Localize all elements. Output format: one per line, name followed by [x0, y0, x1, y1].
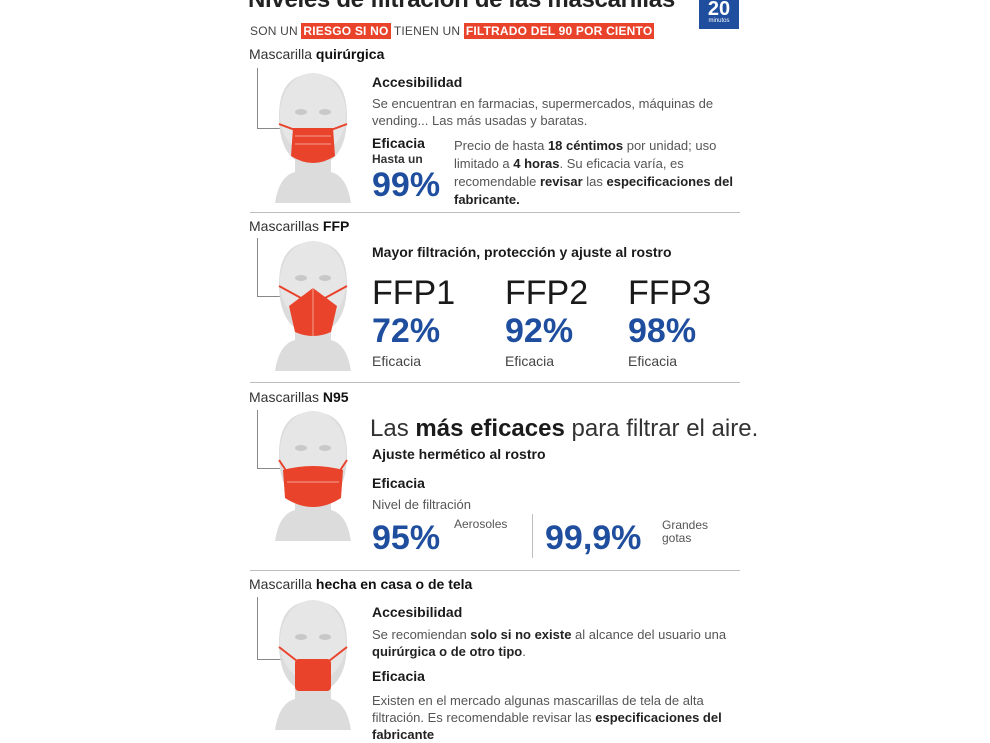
casera-eficacia-text: Existen en el mercado algunas mascarilla…: [372, 693, 722, 742]
head-n95-mask-icon: [275, 411, 351, 541]
section-label-casera: Mascarilla hecha en casa o de tela: [249, 576, 473, 592]
n95-aerosoles-label: Aerosoles: [454, 517, 508, 531]
infographic-title: Niveles de filtración de las mascarillas: [248, 0, 675, 14]
casera-accesibilidad-text: Se recomiendan solo si no existe al alca…: [372, 627, 727, 659]
divider: [250, 382, 740, 383]
ffp3-caption: Eficacia: [628, 353, 678, 369]
ffp-heading: Mayor filtración, protección y ajuste al…: [372, 244, 672, 260]
section-bracket: [257, 68, 282, 129]
n95-aerosoles-value: 95%: [372, 519, 441, 557]
n95-level-label: Nivel de filtración: [372, 497, 471, 512]
eficacia-heading: Eficacia: [372, 135, 425, 151]
eficacia-value: 99%: [372, 166, 441, 204]
n95-tagline: Las más eficaces para filtrar el aire.: [370, 415, 759, 442]
ffp2-name: FFP2: [505, 274, 589, 312]
accesibilidad-heading: Accesibilidad: [372, 74, 463, 90]
section-bracket: [257, 238, 282, 297]
casera-accesibilidad-heading: Accesibilidad: [372, 604, 463, 620]
n95-eficacia-heading: Eficacia: [372, 475, 425, 491]
n95-gotas-label: Grandes gotas: [662, 518, 709, 545]
divider: [532, 514, 533, 558]
ffp1-name: FFP1: [372, 274, 456, 312]
section-label-n95: Mascarillas N95: [249, 389, 349, 405]
price-text: Precio de hasta 18 céntimos por unidad; …: [454, 138, 733, 207]
section-label-ffp: Mascarillas FFP: [249, 218, 350, 234]
ffp3-value: 98%: [628, 312, 697, 350]
divider: [250, 570, 740, 571]
section-bracket: [257, 597, 282, 660]
ffp3-name: FFP3: [628, 274, 712, 312]
brand-logo: 20 minutos: [699, 0, 739, 29]
section-label-quirurgica: Mascarilla quirúrgica: [249, 46, 385, 62]
head-cloth-mask-icon: [275, 600, 351, 730]
divider: [250, 212, 740, 213]
infographic-subtitle: SON UN RIESGO SI NO TIENEN UN FILTRADO D…: [250, 23, 655, 39]
section-bracket: [257, 410, 282, 469]
n95-gotas-value: 99,9%: [545, 519, 642, 557]
ffp1-value: 72%: [372, 312, 441, 350]
ffp2-value: 92%: [505, 312, 574, 350]
ffp1-caption: Eficacia: [372, 353, 422, 369]
eficacia-pre: Hasta un: [372, 152, 423, 166]
accesibilidad-text: Se encuentran en farmacias, supermercado…: [372, 96, 714, 128]
n95-fit: Ajuste hermético al rostro: [372, 446, 546, 462]
head-surgical-mask-icon: [275, 73, 351, 203]
ffp2-caption: Eficacia: [505, 353, 555, 369]
head-ffp-mask-icon: [275, 241, 351, 371]
casera-eficacia-heading: Eficacia: [372, 668, 425, 684]
